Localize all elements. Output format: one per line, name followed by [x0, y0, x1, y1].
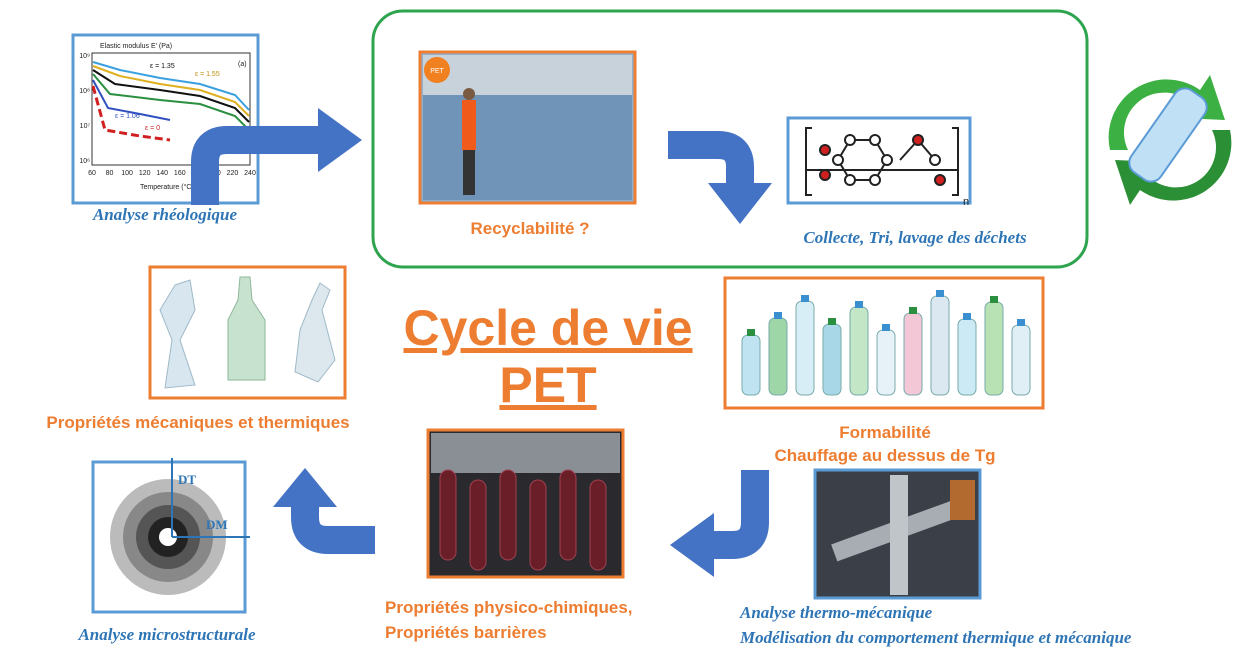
bottle [904, 313, 922, 395]
node-label: Analyse rhéologique [92, 205, 237, 224]
bottle [796, 301, 814, 395]
cycle-arrow [670, 470, 755, 577]
bottle [769, 318, 787, 395]
crushed-bottles-photo [150, 267, 345, 398]
bottles-photo [725, 278, 1043, 408]
axis-label: DT [178, 472, 196, 487]
bottle [742, 335, 760, 395]
bottle [877, 330, 895, 395]
node-label: Propriétés physico-chimiques, [385, 598, 633, 617]
plot-x-tick: 60 [88, 170, 96, 177]
bottle [823, 324, 841, 395]
node-label: Recyclabilité ? [470, 219, 589, 238]
recycle-icon [1109, 75, 1232, 205]
bottle [985, 302, 1003, 395]
node-label: Analyse thermo-mécanique [739, 603, 933, 622]
plot-x-tick: 100 [121, 170, 133, 177]
bottle-cap [855, 301, 863, 308]
preform [500, 470, 516, 560]
plot-y-tick: 10⁷ [80, 123, 91, 130]
badge: PET [430, 68, 444, 75]
thermo-mechanical-photo [815, 470, 980, 598]
plot-curve-label: ε = 0 [145, 125, 160, 132]
diffraction-image: DT DM [93, 458, 250, 612]
preform [470, 480, 486, 570]
bottle-cap [801, 295, 809, 302]
chemical-structure: n [788, 118, 970, 208]
plot-panel: (a) [238, 61, 247, 68]
node-label: Modélisation du comportement thermique e… [739, 628, 1132, 647]
preform [440, 470, 456, 560]
axis-label: DM [206, 517, 228, 532]
bottle-cap [990, 296, 998, 303]
bottle-cap [882, 324, 890, 331]
bottle-cap [774, 312, 782, 319]
preform [560, 470, 576, 560]
bottle-cap [936, 290, 944, 297]
bottle [1012, 325, 1030, 395]
node-label: Formabilité [839, 423, 931, 442]
bottle [850, 307, 868, 395]
plot-x-tick: 160 [174, 170, 186, 177]
plot-x-tick: 120 [139, 170, 151, 177]
plot-curve-label: ε = 1.55 [195, 71, 220, 78]
plot-y-tick: 10⁹ [79, 53, 90, 60]
plot-curve-label: ε = 1.35 [150, 63, 175, 70]
plot-x-tick: 220 [227, 170, 239, 177]
plot-title: Elastic modulus E' (Pa) [100, 43, 172, 50]
plot-x-label: Temperature (°C) [140, 183, 194, 191]
bottle-cap [1017, 319, 1025, 326]
bottle-cap [747, 329, 755, 336]
production-photo [428, 430, 623, 577]
rheology-image: Elastic modulus E' (Pa) (a) Temperature … [73, 35, 258, 203]
plot-x-tick: 80 [106, 170, 114, 177]
diagram: Elastic modulus E' (Pa) (a) Temperature … [0, 0, 1257, 655]
bottle-cap [828, 318, 836, 325]
title: PET [499, 357, 596, 413]
title: Cycle de vie [403, 300, 692, 356]
plot-curve-label: ε = 1.06 [115, 113, 140, 120]
bottle-cap [963, 313, 971, 320]
preform [590, 480, 606, 570]
cycle-arrow [273, 468, 375, 540]
node-label: Propriétés mécaniques et thermiques [46, 413, 349, 432]
plot-x-tick: 140 [156, 170, 168, 177]
node-label: Chauffage au dessus de Tg [774, 446, 995, 465]
recycling-photo: PET [420, 52, 635, 203]
bottle-cap [909, 307, 917, 314]
plot-y-tick: 10⁶ [79, 158, 90, 165]
node-label: Analyse microstructurale [77, 625, 256, 644]
cycle-arrow [668, 145, 772, 224]
bottle [958, 319, 976, 395]
formula-subscript: n [963, 196, 969, 208]
bottle [931, 296, 949, 395]
preform [530, 480, 546, 570]
plot-x-tick: 240 [244, 170, 256, 177]
node-label: Propriétés barrières [385, 623, 547, 642]
plot-y-tick: 10⁸ [79, 88, 90, 95]
node-label: Collecte, Tri, lavage des déchets [803, 228, 1027, 247]
